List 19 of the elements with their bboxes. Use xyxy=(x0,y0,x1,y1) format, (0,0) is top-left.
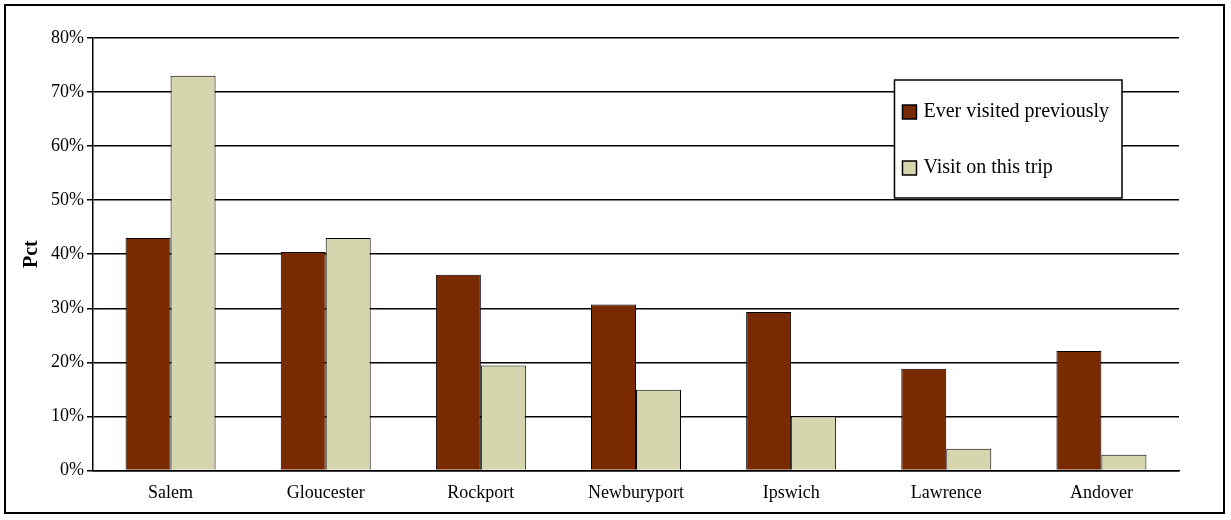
x-tick-label: Ipswich xyxy=(762,481,820,502)
y-tick-label: 30% xyxy=(50,296,84,317)
legend-label: Ever visited previously xyxy=(923,99,1110,123)
x-tick-label: Rockport xyxy=(447,481,515,502)
y-tick-label: 10% xyxy=(50,405,84,426)
legend-label: Visit on this trip xyxy=(923,155,1053,179)
x-tick-label: Andover xyxy=(1069,481,1133,502)
x-tick-label: Salem xyxy=(148,481,194,502)
y-tick-label: 50% xyxy=(50,188,84,209)
x-tick-label: Newburyport xyxy=(588,481,684,502)
y-tick-label: 0% xyxy=(59,459,84,480)
x-tick-label: Lawrence xyxy=(910,481,982,502)
y-axis-title: Pct xyxy=(19,239,42,269)
x-tick-label: Gloucester xyxy=(286,481,365,502)
y-tick-label: 70% xyxy=(50,80,84,101)
y-tick-label: 20% xyxy=(50,351,84,372)
y-tick-label: 80% xyxy=(50,26,84,47)
y-tick-label: 40% xyxy=(50,242,84,263)
y-tick-label: 60% xyxy=(50,134,84,155)
